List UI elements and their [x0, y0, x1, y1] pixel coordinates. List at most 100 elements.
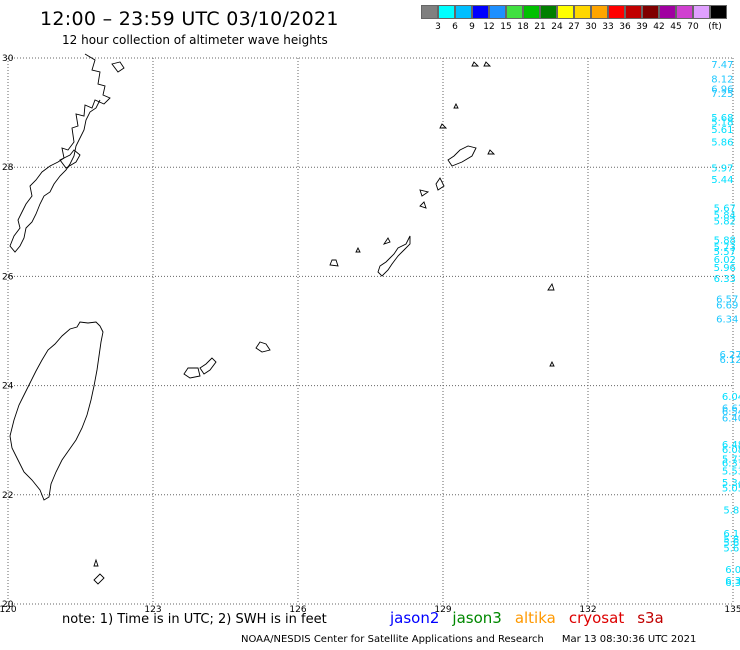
wave-height-value: 5.83: [723, 505, 740, 516]
longitude-tick-label: 135: [724, 605, 740, 615]
satellite-legend: jason2 jason3 altika cryosat s3a: [390, 609, 677, 627]
color-scale-label: 12: [483, 22, 495, 32]
wave-height-value: 5.73: [714, 243, 736, 254]
wave-height-value: 5.18: [711, 118, 733, 129]
wave-height-value: 5.44: [711, 175, 733, 186]
ishigaki-island: [183, 367, 201, 379]
color-scale-label: 39: [636, 22, 648, 32]
wave-height-value: 5.84: [714, 211, 736, 222]
wave-height-value: 5.71: [722, 455, 740, 466]
color-swatch: [438, 5, 455, 19]
ryukyu-coast-2: [59, 149, 81, 169]
wave-height-value: 6.96: [711, 84, 733, 95]
color-swatch: [676, 5, 693, 19]
wave-height-value: 5.81: [723, 534, 740, 545]
color-swatch: [642, 5, 659, 19]
satellite-legend-item: s3a: [637, 609, 664, 627]
wave-height-value: 5.82: [714, 217, 736, 228]
color-scale-label: 45: [670, 22, 682, 32]
taiwan-coast: [9, 321, 104, 501]
credit-line: NOAA/NESDIS Center for Satellite Applica…: [241, 634, 696, 645]
lat-lon-grid: [7, 57, 734, 605]
wave-height-value: 5.67: [714, 203, 736, 214]
wave-height-value: 5.61: [723, 538, 740, 549]
wave-height-value: 5.68: [711, 113, 733, 124]
color-scale-label: 24: [551, 22, 563, 32]
yonaguni-island: [255, 341, 271, 353]
color-swatch: [659, 5, 676, 19]
color-scale-label: 3: [435, 22, 441, 32]
wave-height-value: 6.02: [725, 565, 740, 576]
tokunoshima-island: [435, 177, 445, 191]
wave-height-value: 7.25: [711, 89, 733, 100]
footnote: note: 1) Time is in UTC; 2) SWH is in fe…: [62, 612, 327, 627]
map-title: 12:00 – 23:59 UTC 03/10/2021: [40, 8, 339, 30]
miyako-island: [199, 357, 217, 375]
longitude-tick-label: 123: [144, 605, 161, 615]
wave-height-value: 6.33: [714, 274, 736, 285]
color-scale-label: 30: [585, 22, 597, 32]
color-scale-label: 18: [517, 22, 529, 32]
wave-height-value: 6.33: [725, 578, 740, 589]
wave-height-value: 6.12: [719, 355, 740, 366]
wave-height-value: 6.69: [716, 301, 738, 312]
color-swatch: [506, 5, 523, 19]
credit-agency: NOAA/NESDIS Center for Satellite Applica…: [241, 634, 544, 645]
color-swatch: [591, 5, 608, 19]
latitude-tick-label: 20: [2, 600, 14, 610]
wave-height-value: 6.40: [722, 414, 740, 425]
wave-height-value: 6.34: [716, 314, 738, 325]
color-swatch: [693, 5, 710, 19]
axis-tick-labels: 120 123 126 129 132 135 30 28 26 24 22 20: [0, 54, 740, 615]
color-swatch: [710, 5, 727, 19]
color-swatch: [557, 5, 574, 19]
wave-height-value: 6.37: [722, 458, 740, 469]
wave-height-value: 6.54: [722, 407, 740, 418]
longitude-tick-label: 129: [434, 605, 451, 615]
amami-island: [447, 145, 477, 167]
color-scale-unit: (ft): [708, 22, 722, 32]
coastlines: [9, 53, 555, 585]
longitude-tick-label: 120: [0, 605, 17, 615]
color-scale-label: 36: [619, 22, 631, 32]
wave-height-value: 6.57: [716, 295, 738, 306]
color-swatch: [608, 5, 625, 19]
wave-height-value: 5.53: [722, 467, 740, 478]
satellite-legend-item: altika: [514, 609, 556, 627]
map-subtitle: 12 hour collection of altimeter wave hei…: [62, 33, 328, 47]
wave-height-value: 6.02: [714, 255, 736, 266]
color-swatch: [523, 5, 540, 19]
wave-height-value: 6.27: [719, 350, 740, 361]
color-scale-label: 6: [452, 22, 458, 32]
color-swatch: [625, 5, 642, 19]
latitude-tick-label: 24: [2, 382, 14, 392]
color-scale-label: 9: [469, 22, 475, 32]
small-islands-1: [93, 61, 555, 585]
color-swatch: [489, 5, 506, 19]
color-swatch: [472, 5, 489, 19]
ryukyu-coast-1: [9, 53, 111, 253]
color-swatch: [455, 5, 472, 19]
color-scale-label: 15: [500, 22, 512, 32]
wave-height-value: 8.12: [711, 75, 733, 86]
generated-timestamp: Mar 13 08:30:36 UTC 2021: [561, 634, 697, 645]
wave-height-value: 7.47: [711, 60, 733, 71]
latitude-tick-label: 30: [2, 54, 14, 64]
wave-height-value: 5.34: [722, 478, 740, 489]
color-scale-label: 27: [568, 22, 580, 32]
wave-height-value: 5.57: [714, 247, 736, 258]
wave-height-value: 6.10: [723, 529, 740, 540]
wave-height-value: 5.97: [711, 164, 733, 175]
wave-height-observations: 7.478.126.967.255.685.185.615.8615155.97…: [711, 60, 740, 589]
latitude-tick-label: 22: [2, 491, 13, 501]
wave-height-value: 5.88: [714, 236, 736, 247]
okinawa-island: [377, 235, 411, 277]
satellite-legend-item: cryosat: [568, 609, 625, 627]
color-scale-label: 70: [687, 22, 699, 32]
wave-height-value: 5.62: [723, 544, 740, 555]
ryukyu-coast-3: [111, 61, 125, 73]
wave-height-value: 6.04: [722, 392, 740, 403]
wave-height-value: 6.48: [722, 440, 740, 451]
latitude-tick-label: 28: [2, 163, 14, 173]
